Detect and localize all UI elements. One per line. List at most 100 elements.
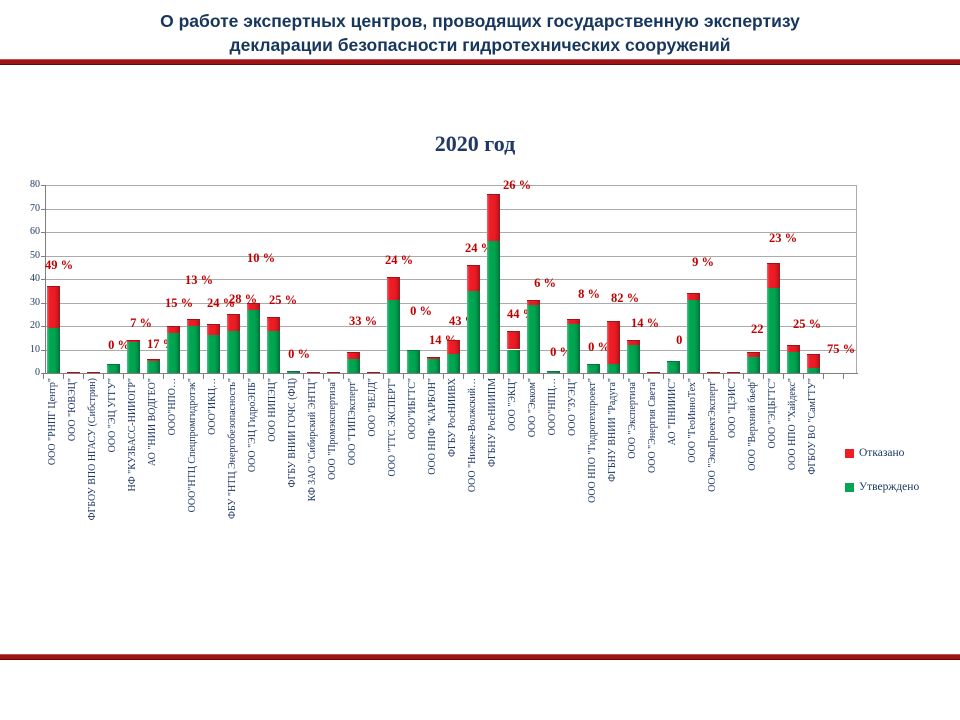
percent-label: 75 % (826, 342, 856, 357)
x-axis-tick (143, 374, 144, 379)
category-label: ООО "Экком" (527, 378, 538, 438)
page-title: О работе экспертных центров, проводящих … (0, 9, 960, 57)
percent-label: 8 % (578, 286, 600, 301)
bar-segment-approved (266, 330, 280, 373)
category-label: ООО НПО "Гидротехпроект" (587, 378, 598, 503)
bar-segment-rejected (206, 323, 220, 336)
x-axis-tick (163, 374, 164, 379)
x-axis-tick (563, 374, 564, 379)
category-label: ООО "Энергия Света" (647, 378, 658, 473)
y-gridline (45, 255, 856, 257)
x-axis-tick (823, 374, 824, 379)
percent-label: 0 % (550, 344, 572, 359)
y-axis-label: 20 (30, 320, 40, 331)
x-axis-tick (763, 374, 764, 379)
x-axis-tick (643, 374, 644, 379)
bar-segment-rejected (466, 264, 480, 291)
bar-segment-approved (346, 358, 360, 373)
category-label: ООО "Экспертиза" (627, 378, 638, 459)
y-gridline (45, 185, 856, 186)
page-title-line1: О работе экспертных центров, проводящих … (160, 11, 800, 31)
category-label: ООО "Нижне-Волжский… (467, 378, 478, 493)
y-axis-tick (41, 185, 45, 186)
x-axis-tick (83, 374, 84, 379)
percent-label: 25 % (792, 316, 822, 331)
x-axis-tick (423, 374, 424, 379)
x-axis-tick (543, 374, 544, 379)
category-label: ФГБНУ РосНИИПМ (487, 378, 498, 468)
bar-segment-rejected (506, 330, 520, 350)
bar-segment-approved (46, 328, 60, 373)
x-axis-tick (783, 374, 784, 379)
percent-label: 10 % (246, 250, 276, 265)
percent-label: 0 % (288, 346, 310, 361)
percent-label: 43 % (448, 314, 478, 329)
percent-label: 33 % (348, 313, 378, 328)
category-label: ООО НПФ "КАРБОН" (427, 378, 438, 475)
top-divider (0, 59, 960, 65)
page-title-line2: декларации безопасности гидротехнических… (229, 35, 731, 55)
bar-segment-approved (126, 342, 140, 373)
bottom-divider (0, 654, 960, 660)
category-label: ООО "Верхний бьеф" (747, 378, 758, 471)
bar-segment-rejected (346, 351, 360, 359)
bar-segment-rejected (386, 276, 400, 301)
x-axis-tick (343, 374, 344, 379)
bar-segment-rejected (86, 371, 100, 373)
category-label: ООО"ИКЦ… (207, 378, 218, 435)
percent-label: 6 % (534, 276, 556, 291)
bar-segment-rejected (306, 371, 320, 373)
bar-segment-rejected (686, 293, 700, 301)
y-gridline (45, 326, 856, 327)
percent-label: 49 % (44, 258, 74, 273)
bar-segment-approved (406, 349, 420, 373)
category-label: ООО "ЗУЭЦ" (567, 378, 578, 436)
percent-label: 44 % (506, 306, 536, 321)
bar-segment-approved (766, 288, 780, 373)
y-axis-tick (41, 279, 45, 280)
chart-legend: Отказано Утверждено (845, 447, 919, 515)
x-axis-tick (363, 374, 364, 379)
category-label: ООО"НТЦ Спецпромгидротэк" (187, 378, 198, 513)
bar-segment-approved (746, 356, 760, 373)
category-label: ООО"ИБГТС" (407, 378, 418, 440)
x-axis-tick (743, 374, 744, 379)
x-axis-tick (663, 374, 664, 379)
x-axis-tick (403, 374, 404, 379)
percent-label: 24 % (206, 295, 236, 310)
y-axis-tick (41, 302, 45, 304)
x-axis-tick (463, 374, 464, 379)
y-axis-label: 70 (30, 202, 40, 214)
y-axis-label: 0 (35, 367, 40, 378)
x-axis-tick (443, 374, 444, 379)
y-axis-line (45, 185, 46, 373)
bar-segment-rejected (706, 371, 720, 373)
x-axis-tick (603, 374, 604, 379)
bar-segment-rejected (426, 356, 440, 359)
bar-segment-approved (386, 300, 400, 373)
bar-segment-approved (186, 326, 200, 373)
bar-segment-approved (686, 300, 700, 373)
plot-right-border (856, 185, 857, 373)
bar-segment-rejected (566, 318, 580, 324)
percent-label: 0 % (410, 303, 432, 318)
x-axis-tick (583, 374, 584, 379)
bar-segment-approved (106, 363, 120, 373)
y-axis-label: 30 (30, 296, 40, 308)
chart-title: 2020 год (434, 131, 516, 156)
percent-label: 24 % (464, 240, 494, 255)
category-label: ФГБУ ВНИИ ГОЧС (ФЦ) (287, 378, 298, 488)
category-label: ООО НИПЭЦ" (267, 378, 278, 442)
bar-segment-approved (546, 370, 560, 373)
bar-segment-approved (666, 361, 680, 373)
category-label: НФ "КУЗБАСС-НИИОГР" (127, 378, 138, 492)
bar-segment-approved (226, 330, 240, 373)
bar-segment-rejected (146, 358, 160, 362)
bar-segment-rejected (126, 340, 140, 343)
x-axis-tick (283, 374, 284, 379)
x-axis-tick (103, 374, 104, 379)
percent-label: 0 % (108, 337, 130, 352)
y-gridline (45, 279, 856, 280)
category-label: ООО "ЭЦБГТС" (767, 378, 778, 449)
